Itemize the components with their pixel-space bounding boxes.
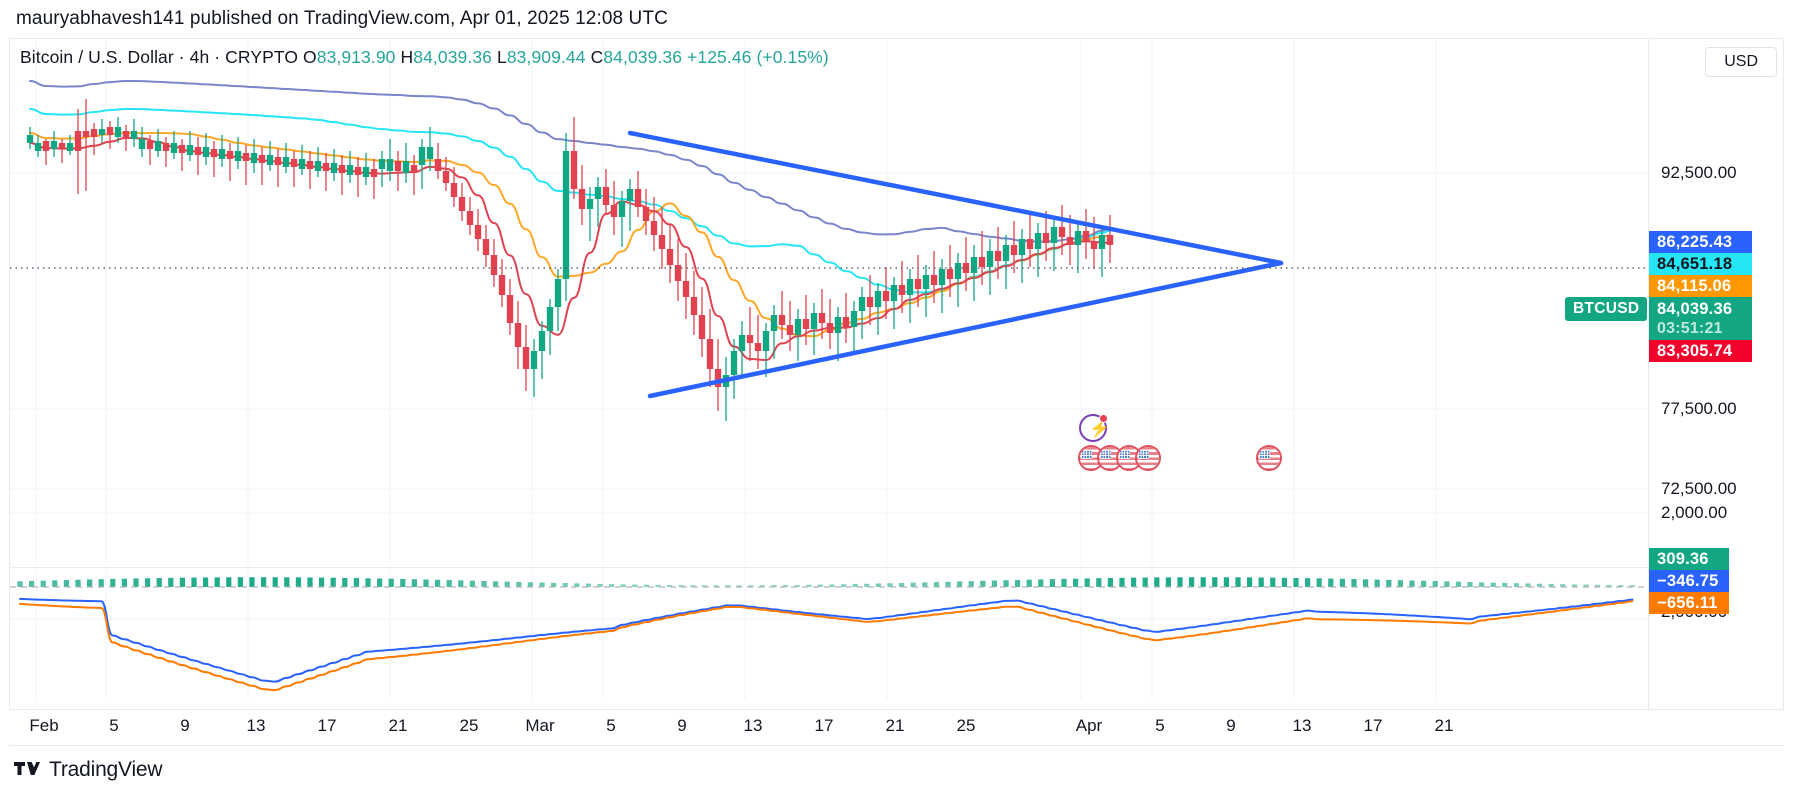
ma-orange-badge: 84,115.06 [1649,275,1752,297]
time-tick-label: 17 [1363,716,1383,735]
price-tick-label: 77,500.00 [1661,399,1737,418]
macd-signal-lines [19,597,1634,692]
badge-value: 84,115.06 [1657,276,1732,295]
publish-bar: mauryabhavesh141 published on TradingVie… [0,0,1793,38]
time-tick-label: 17 [814,716,834,735]
flag-canton [1259,450,1270,459]
chart-legend[interactable]: Bitcoin / U.S. Dollar · 4h · CRYPTO O83,… [20,47,829,68]
time-tick-label: Feb [29,716,59,735]
time-tick-label: 9 [677,716,687,735]
time-tick-label: Apr [1075,716,1103,735]
flag-canton [1138,450,1149,459]
countdown-timer: 03:51:21 [1657,320,1723,337]
price-pane[interactable]: ⚡ [10,39,1648,566]
time-tick-label: 21 [388,716,408,735]
price-tick-label: 92,500.00 [1661,163,1737,182]
time-tick-label: 21 [1434,716,1454,735]
chart-frame: Bitcoin / U.S. Dollar · 4h · CRYPTO O83,… [9,38,1784,710]
trendline-drawings[interactable] [627,130,1284,399]
candlestick-series [26,99,1114,421]
time-tick-label: Mar [525,716,555,735]
time-tick-label: 25 [459,716,479,735]
us-flag-icon[interactable] [1135,445,1161,471]
flag-canton [1119,450,1130,459]
legend-high-label: H [400,47,414,67]
time-tick-label: 17 [317,716,337,735]
price-tick-label: 72,500.00 [1661,479,1737,498]
time-tick-label: 13 [246,716,266,735]
legend-low-value: 83,909.44 [506,47,586,67]
price-axis[interactable]: USD 92,500.0077,500.0072,500.002,000.002… [1648,39,1783,709]
publisher-text: mauryabhavesh141 published on TradingVie… [16,8,668,29]
tradingview-wordmark: TradingView [49,758,163,781]
badge-value: 84,651.18 [1657,254,1733,273]
currency-selector[interactable]: USD [1705,47,1777,77]
legend-open-label: O [303,47,317,67]
ma-blue-badge: 86,225.43 [1649,231,1752,253]
legend-low-label: L [496,47,507,67]
us-flag-icon[interactable] [1116,445,1142,471]
legend-close-label: C [590,47,604,67]
badge-value: 84,039.36 [1657,300,1733,318]
flag-canton [1100,450,1111,459]
moving-average-lines [29,80,1111,361]
legend-symbol[interactable]: Bitcoin / U.S. Dollar · 4h · CRYPTO [20,47,299,67]
time-tick-label: 5 [606,716,616,735]
time-tick-label: 9 [180,716,190,735]
macd-gridlines [10,569,1648,699]
us-flag-icon[interactable] [1256,445,1282,471]
macd-histogram [17,577,1635,587]
bolt-glyph: ⚡ [1089,419,1111,438]
time-tick-label: 9 [1226,716,1236,735]
last-price-badge: 84,039.36 03:51:21 [1649,297,1752,341]
legend-high-value: 84,039.36 [413,47,493,67]
ma-red-badge: 83,305.74 [1649,340,1752,362]
time-tick-label: 21 [885,716,905,735]
time-tick-label: 5 [1155,716,1165,735]
time-tick-label: 13 [1292,716,1312,735]
time-axis[interactable]: Feb 5 9 13 17 21 25 Mar 5 9 13 17 21 25 Apr 5 9 13 17 21 [9,710,1784,746]
macd-pane[interactable] [10,569,1648,699]
macd-hist-badge: 309.36 [1649,548,1729,570]
ma-cyan-badge: 84,651.18 [1649,253,1752,275]
alert-dot-icon [1099,414,1108,423]
pane-divider [10,567,1648,568]
footer-brand[interactable]: TradingView [14,758,163,782]
time-tick-label: 5 [109,716,119,735]
macd-chart-canvas[interactable] [10,569,1648,699]
time-tick-label: 13 [743,716,763,735]
macd-line-badge: −346.75 [1649,570,1729,592]
badge-value: 86,225.43 [1657,232,1733,251]
price-chart-canvas[interactable] [10,39,1648,566]
time-tick-label: 25 [956,716,976,735]
price-tick-label: 2,000.00 [1661,503,1728,522]
macd-signal-badge: −656.11 [1649,592,1729,614]
lightning-icon[interactable]: ⚡ [1079,414,1111,442]
symbol-tag[interactable]: BTCUSD [1565,297,1648,321]
flag-canton [1081,450,1092,459]
tradingview-logo-icon [14,761,40,775]
badge-value: 83,305.74 [1657,341,1733,360]
legend-open-value: 83,913.90 [316,47,396,67]
legend-close-value: 84,039.36 [603,47,683,67]
legend-change: +125.46 (+0.15%) [687,47,829,67]
price-gridlines [10,39,1648,566]
